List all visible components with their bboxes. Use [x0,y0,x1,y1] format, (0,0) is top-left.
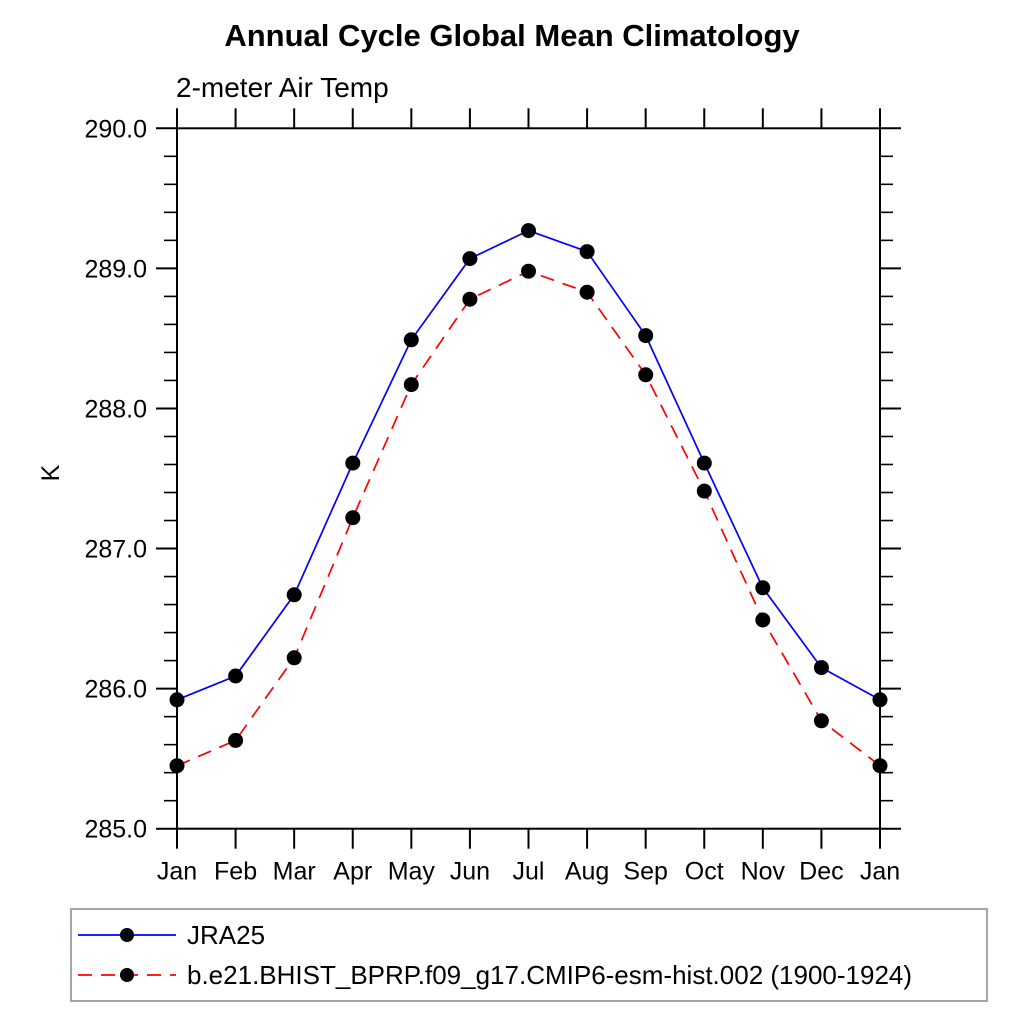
legend-line-dashed-icon [78,968,176,982]
data-point [228,668,244,684]
data-point [345,510,361,526]
data-point [696,455,712,471]
x-tick-label: Feb [214,858,257,886]
legend-marker-dot [120,968,134,982]
data-point [872,758,888,774]
y-tick-label: 286.0 [84,676,147,704]
x-tick-label: Mar [273,858,316,886]
x-tick-label: Jan [157,858,197,886]
legend-box: JRA25 b.e21.BHIST_BPRP.f09_g17.CMIP6-esm… [70,908,988,1002]
data-point [696,483,712,499]
data-point [403,332,419,348]
data-point [579,244,595,260]
y-tick-label: 287.0 [84,536,147,564]
data-point [872,692,888,708]
legend-marker-dot [120,928,134,942]
data-point [169,758,185,774]
data-point [813,660,829,676]
data-point [286,650,302,666]
x-tick-label: Jan [860,858,900,886]
data-point [579,284,595,300]
data-point [755,580,771,596]
y-tick-label: 289.0 [84,255,147,283]
legend-line-solid-icon [78,928,176,942]
data-point [813,713,829,729]
x-tick-label: Apr [333,858,372,886]
x-tick-label: Sep [623,858,667,886]
data-point [521,223,536,239]
data-point [286,587,302,603]
data-point [403,377,419,393]
data-point [345,455,361,471]
y-tick-label: 285.0 [84,816,147,844]
data-point [521,263,536,279]
x-tick-label: Nov [741,858,786,886]
x-tick-label: Dec [799,858,843,886]
y-tick-label: 290.0 [84,115,147,143]
x-tick-label: Aug [565,858,609,886]
chart-title: Annual Cycle Global Mean Climatology [224,18,800,53]
data-point [638,328,654,344]
legend-item-jra25: JRA25 [72,915,986,955]
legend-label-jra25: JRA25 [187,919,266,950]
x-tick-label: May [388,858,436,886]
chart-subtitle: 2-meter Air Temp [176,72,389,103]
y-tick-label: 288.0 [84,395,147,423]
x-tick-label: Jul [513,858,545,886]
data-point [228,732,244,748]
data-point [462,291,478,307]
legend-label-model: b.e21.BHIST_BPRP.f09_g17.CMIP6-esm-hist.… [187,959,913,990]
data-point [638,367,654,383]
legend-item-model: b.e21.BHIST_BPRP.f09_g17.CMIP6-esm-hist.… [72,955,986,995]
data-point [169,692,185,708]
data-point [462,251,478,267]
x-tick-label: Oct [685,858,724,886]
series-line-solid [176,229,881,701]
x-tick-label: Jun [450,858,490,886]
data-point [755,612,771,628]
series-line-dashed [176,270,881,767]
